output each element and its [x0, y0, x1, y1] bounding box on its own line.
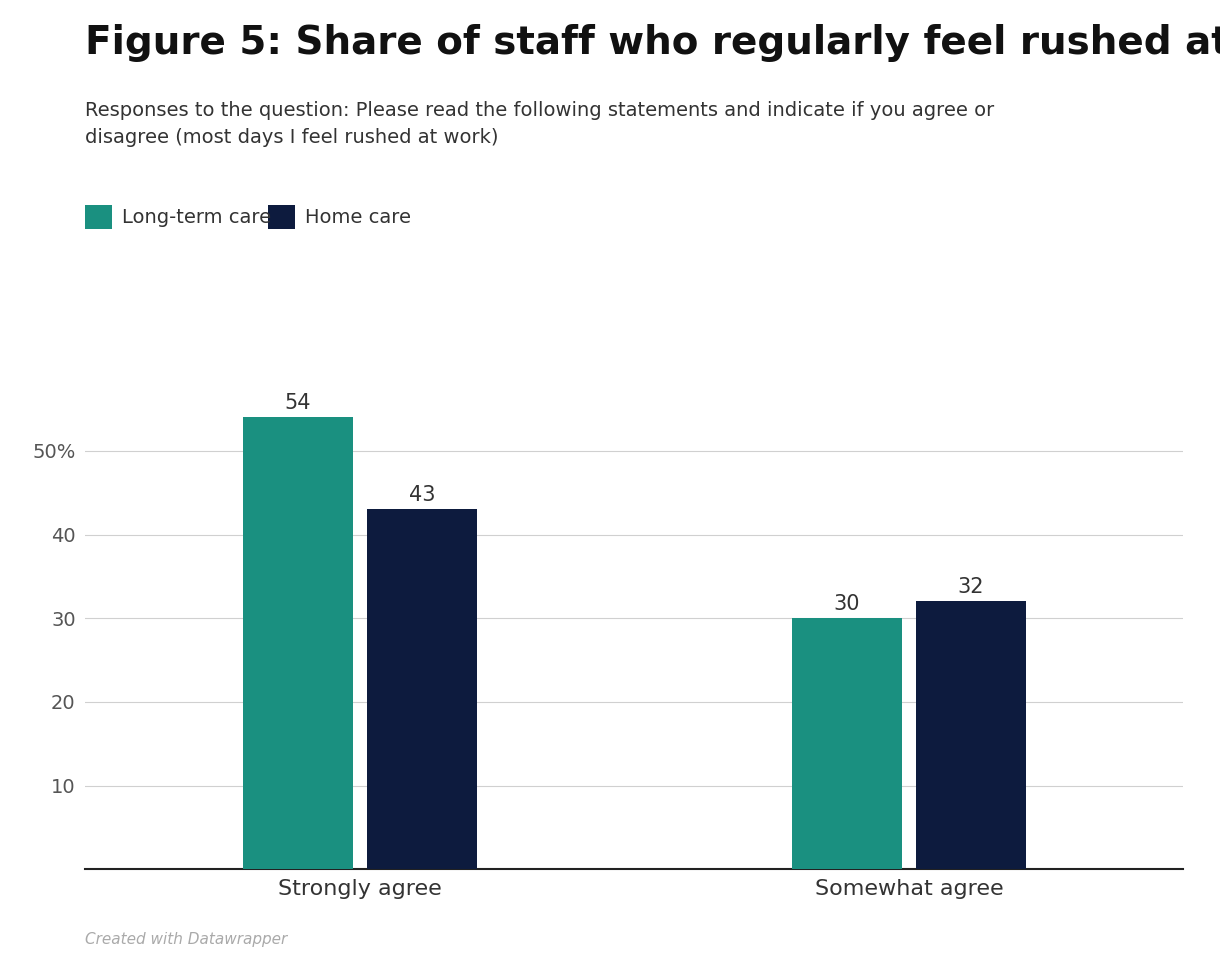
Text: 54: 54 [284, 393, 311, 413]
Bar [367, 509, 477, 869]
Bar [916, 602, 1026, 869]
Text: Created with Datawrapper: Created with Datawrapper [85, 931, 288, 947]
Bar [792, 618, 902, 869]
Text: Home care: Home care [305, 208, 411, 227]
Text: 30: 30 [833, 594, 860, 614]
Bar [243, 417, 353, 869]
Text: Figure 5: Share of staff who regularly feel rushed at work: Figure 5: Share of staff who regularly f… [85, 24, 1220, 62]
Text: 32: 32 [958, 578, 985, 597]
Text: 43: 43 [409, 485, 436, 505]
Text: Long-term care: Long-term care [122, 208, 271, 227]
Text: Responses to the question: Please read the following statements and indicate if : Responses to the question: Please read t… [85, 101, 994, 147]
